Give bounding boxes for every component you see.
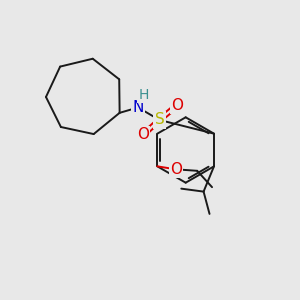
- Text: O: O: [137, 127, 149, 142]
- Text: O: O: [171, 98, 183, 112]
- Text: N: N: [132, 100, 144, 115]
- Text: H: H: [138, 88, 148, 102]
- Text: S: S: [154, 112, 164, 128]
- Text: O: O: [170, 162, 182, 177]
